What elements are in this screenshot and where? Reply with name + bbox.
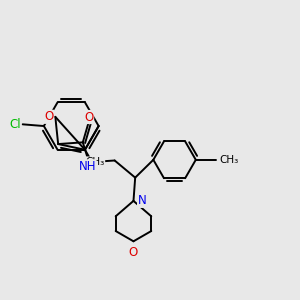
Text: CH₃: CH₃ <box>85 157 105 167</box>
Text: O: O <box>84 110 94 124</box>
Text: CH₃: CH₃ <box>219 155 238 165</box>
Text: N: N <box>138 194 146 207</box>
Text: O: O <box>129 246 138 259</box>
Text: NH: NH <box>79 160 96 173</box>
Text: Cl: Cl <box>9 118 21 131</box>
Text: O: O <box>44 110 54 123</box>
